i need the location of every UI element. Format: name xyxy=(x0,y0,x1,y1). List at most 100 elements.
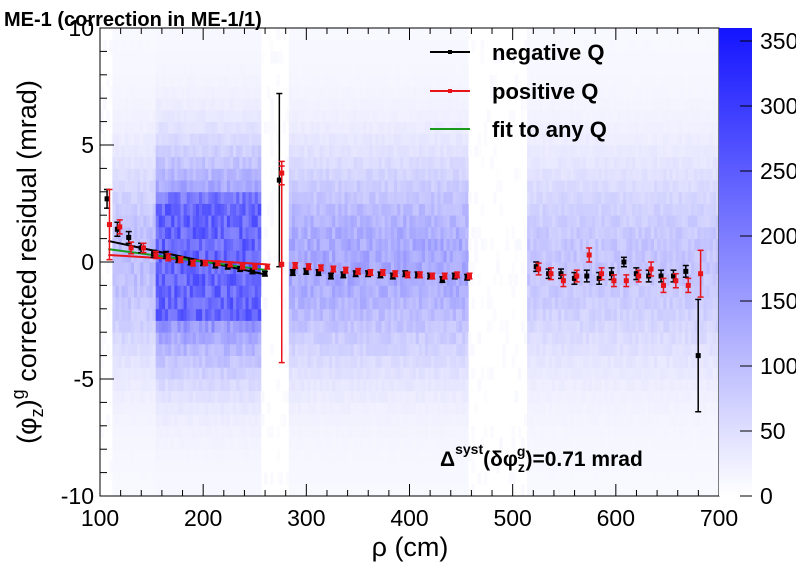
heatmap-cell xyxy=(134,472,138,485)
heatmap-cell xyxy=(338,343,342,356)
heatmap-cell xyxy=(158,168,163,181)
heatmap-cell xyxy=(251,437,256,450)
heatmap-cell xyxy=(325,215,330,228)
heatmap-cell xyxy=(180,238,184,251)
heatmap-cell xyxy=(276,379,280,392)
heatmap-cell xyxy=(428,425,432,438)
heatmap-cell xyxy=(211,355,215,368)
heatmap-cell xyxy=(288,121,293,134)
heatmap-cell xyxy=(468,145,472,158)
heatmap-cell xyxy=(168,191,172,204)
heatmap-cell xyxy=(425,203,429,216)
heatmap-cell xyxy=(363,308,367,321)
heatmap-cell xyxy=(301,379,305,392)
heatmap-cell xyxy=(332,226,336,239)
heatmap-cell xyxy=(366,414,370,427)
heatmap-cell xyxy=(158,332,163,345)
heatmap-cell xyxy=(347,121,352,134)
heatmap-cell xyxy=(375,238,379,251)
heatmap-cell xyxy=(130,484,135,497)
heatmap-cell xyxy=(295,367,299,380)
heatmap-cell xyxy=(530,226,534,239)
heatmap-cell xyxy=(220,320,225,333)
heatmap-cell xyxy=(319,51,324,64)
heatmap-cell xyxy=(421,484,426,497)
heatmap-cell xyxy=(155,63,160,76)
heatmap-cell xyxy=(539,308,543,321)
heatmap-cell xyxy=(112,180,116,193)
heatmap-cell xyxy=(130,414,135,427)
heatmap-cell xyxy=(251,191,256,204)
heatmap-cell xyxy=(158,74,163,87)
heatmap-cell xyxy=(530,297,534,310)
heatmap-cell xyxy=(551,250,556,263)
heatmap-cell xyxy=(431,250,435,263)
heatmap-cell xyxy=(149,226,153,239)
heatmap-cell xyxy=(149,367,153,380)
heatmap-cell xyxy=(230,98,234,111)
heatmap-cell xyxy=(474,226,478,239)
heatmap-cell xyxy=(375,379,379,392)
heatmap-cell xyxy=(353,74,358,87)
heatmap-cell xyxy=(363,390,367,403)
heatmap-cell xyxy=(316,86,321,99)
heatmap-cell xyxy=(322,98,327,111)
heatmap-cell xyxy=(270,109,274,122)
heatmap-cell xyxy=(452,262,457,275)
heatmap-cell xyxy=(143,63,147,76)
heatmap-cell xyxy=(344,379,348,392)
heatmap-cell xyxy=(211,28,215,41)
heatmap-cell xyxy=(112,86,116,99)
heatmap-cell xyxy=(152,180,157,193)
heatmap-cell xyxy=(223,425,228,438)
heatmap-cell xyxy=(319,156,324,169)
heatmap-cell xyxy=(288,39,293,52)
heatmap-cell xyxy=(369,285,373,298)
heatmap-cell xyxy=(205,191,209,204)
heatmap-cell xyxy=(254,98,259,111)
heatmap-cell xyxy=(338,460,342,473)
heatmap-cell xyxy=(561,262,565,275)
heatmap-cell xyxy=(545,273,550,286)
heatmap-cell xyxy=(356,449,361,462)
heatmap-cell xyxy=(134,86,138,99)
heatmap-cell xyxy=(186,449,191,462)
heatmap-cell xyxy=(471,425,475,438)
heatmap-cell xyxy=(149,180,153,193)
heatmap-cell xyxy=(360,109,364,122)
heatmap-cell xyxy=(313,98,318,111)
heatmap-cell xyxy=(400,109,404,122)
heatmap-cell xyxy=(567,343,571,356)
heatmap-cell xyxy=(112,449,116,462)
heatmap-cell xyxy=(233,343,237,356)
heatmap-cell xyxy=(146,28,150,41)
heatmap-cell xyxy=(174,355,178,368)
heatmap-cell xyxy=(211,343,215,356)
heatmap-cell xyxy=(434,203,438,216)
heatmap-cell xyxy=(514,343,519,356)
heatmap-cell xyxy=(165,86,169,99)
heatmap-cell xyxy=(548,86,553,99)
heatmap-cell xyxy=(421,472,426,485)
heatmap-cell xyxy=(350,297,355,310)
heatmap-cell xyxy=(298,437,302,450)
heatmap-cell xyxy=(186,156,191,169)
heatmap-cell xyxy=(449,238,454,251)
heatmap-cell xyxy=(421,308,426,321)
heatmap-cell xyxy=(208,156,212,169)
heatmap-cell xyxy=(254,437,259,450)
heatmap-cell xyxy=(251,355,256,368)
heatmap-cell xyxy=(205,74,209,87)
heatmap-cell xyxy=(217,414,222,427)
heatmap-cell xyxy=(177,262,181,275)
heatmap-cell xyxy=(455,379,460,392)
heatmap-cell xyxy=(353,109,358,122)
heatmap-cell xyxy=(140,285,144,298)
heatmap-cell xyxy=(369,63,373,76)
heatmap-cell xyxy=(440,390,444,403)
heatmap-cell xyxy=(360,379,364,392)
heatmap-cell xyxy=(230,425,234,438)
heatmap-cell xyxy=(415,215,420,228)
heatmap-cell xyxy=(400,297,404,310)
heatmap-cell xyxy=(406,86,410,99)
